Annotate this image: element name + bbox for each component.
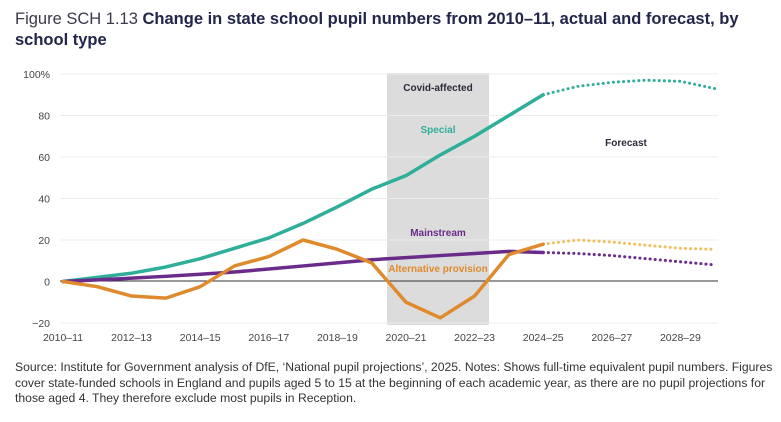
y-tick-label: 40	[38, 194, 50, 206]
mainstream-forecast-line	[541, 250, 717, 267]
label-mainstream: Mainstream	[410, 228, 466, 239]
x-tick-label: 2014–15	[180, 332, 221, 344]
x-tick-label: 2016–17	[248, 332, 289, 344]
y-axis-ticks: 100% 80 60 40 20 0 −20	[23, 69, 50, 330]
x-tick-label: 2022–23	[454, 332, 495, 344]
series-lines	[61, 78, 717, 320]
x-tick-label: 2026–27	[591, 332, 632, 344]
x-tick-label: 2018–19	[317, 332, 358, 344]
alternative-provision-line	[61, 238, 545, 320]
label-special: Special	[420, 125, 455, 136]
gridlines	[60, 73, 718, 324]
x-tick-label: 2012–13	[111, 332, 152, 344]
y-tick-label: 20	[38, 235, 50, 247]
figure-label: Figure SCH 1.13	[15, 10, 138, 28]
figure-title: Figure SCH 1.13 Change in state school p…	[15, 9, 755, 51]
y-tick-label: 80	[38, 111, 50, 123]
y-tick-label: 60	[38, 152, 50, 164]
special-forecast-line	[541, 78, 717, 97]
annotation-forecast: Forecast	[605, 138, 647, 149]
x-tick-label: 2010–11	[43, 332, 83, 344]
label-alternative-provision: Alternative provision	[388, 264, 487, 275]
figure-heading: Change in state school pupil numbers fro…	[15, 10, 739, 49]
alternative-provision-forecast-line	[541, 238, 717, 251]
x-tick-label: 2020–21	[386, 332, 427, 344]
y-tick-label: −20	[32, 318, 50, 330]
x-axis-ticks: 2010–11 2012–13 2014–15 2016–17 2018–19 2020–…	[43, 332, 701, 344]
x-tick-label: 2024–25	[523, 332, 564, 344]
annotation-covid: Covid-affected	[403, 83, 472, 94]
x-tick-label: 2028–29	[660, 332, 701, 344]
mainstream-line	[61, 249, 545, 284]
special-line	[61, 93, 545, 284]
y-tick-label: 0	[44, 277, 50, 289]
source-note: Source: Institute for Government analysi…	[15, 360, 773, 405]
y-tick-label: 100%	[23, 69, 50, 81]
